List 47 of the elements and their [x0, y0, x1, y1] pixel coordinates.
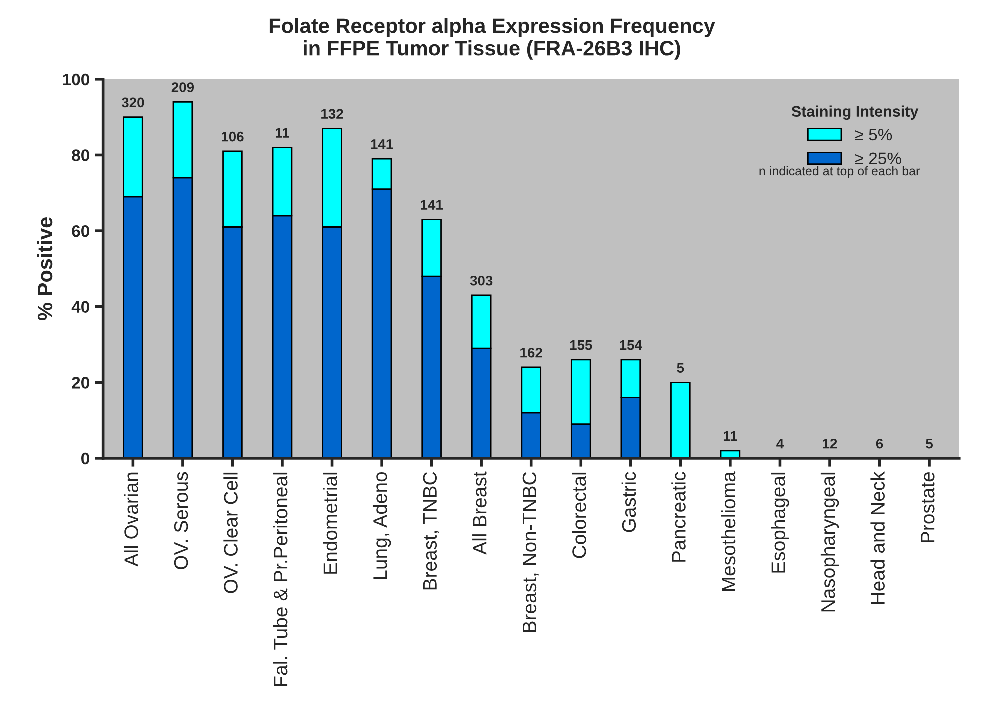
y-tick-label: 80 [72, 150, 90, 162]
annotation: 141 [371, 140, 394, 150]
x-tick-label: All Breast [472, 472, 487, 555]
annotation: 320 [122, 98, 144, 108]
x-tick-label: Breast, Non-TNBC [522, 472, 539, 632]
x-tick-label: Gastric [622, 472, 636, 532]
annotation: 6 [876, 438, 884, 449]
x-tick-label: Breast, TNBC [423, 472, 440, 590]
x-tick-label: Fal. Tube & Pr.Peritoneal [273, 472, 288, 686]
annotation: 106 [222, 132, 244, 142]
annotation: 132 [322, 109, 344, 120]
annotation: 5 [677, 363, 684, 373]
y-tick-label: 100 [63, 74, 90, 86]
annotation: 162 [520, 348, 542, 358]
y-tick-label: 0 [82, 452, 90, 465]
annotation: 12 [823, 438, 838, 449]
x-tick-label: Mesothelioma [721, 472, 736, 592]
annotation: n indicated at top of each bar [760, 166, 920, 178]
x-tick-label: Nasopharyngeal [820, 472, 840, 612]
x-tick-label: Head and Neck [870, 472, 885, 604]
annotation: 209 [172, 82, 194, 92]
annotation: 11 [724, 432, 738, 442]
annotation: 303 [470, 276, 493, 286]
annotation: 5 [926, 439, 934, 449]
y-tick-label: 60 [72, 225, 90, 238]
x-tick-label: OV. Serous [174, 472, 188, 570]
x-tick-label: Esophageal [771, 472, 790, 573]
annotation: 4 [776, 439, 784, 449]
chart-title: Folate Receptor alpha Expression Frequency in FFPE Tumor Tissue (FRA-26B3 IHC) [270, 18, 716, 60]
x-tick-label: Prostate [921, 472, 935, 542]
x-tick-label: OV. Clear Cell [224, 472, 238, 594]
bar [670, 382, 691, 458]
x-tick-label: Lung, Adeno [372, 472, 392, 580]
legend-title: Staining Intensity [792, 106, 919, 120]
x-tick-label: Endometrial [323, 472, 338, 574]
y-tick-label: 40 [72, 301, 90, 314]
annotation: 154 [620, 340, 642, 350]
legend-label: ≥ 5% [855, 128, 892, 141]
annotation: 141 [421, 200, 444, 210]
x-tick-label: Colorectal [572, 472, 586, 558]
legend-label: ≥ 25% [855, 152, 902, 165]
y-tick-label: 20 [72, 377, 90, 389]
annotation: 155 [570, 340, 592, 350]
y-axis-title: % Positive [37, 218, 53, 321]
x-tick-label: All Ovarian [124, 472, 138, 567]
x-tick-label: Pancreatic [672, 472, 686, 562]
annotation: 11 [276, 128, 290, 138]
